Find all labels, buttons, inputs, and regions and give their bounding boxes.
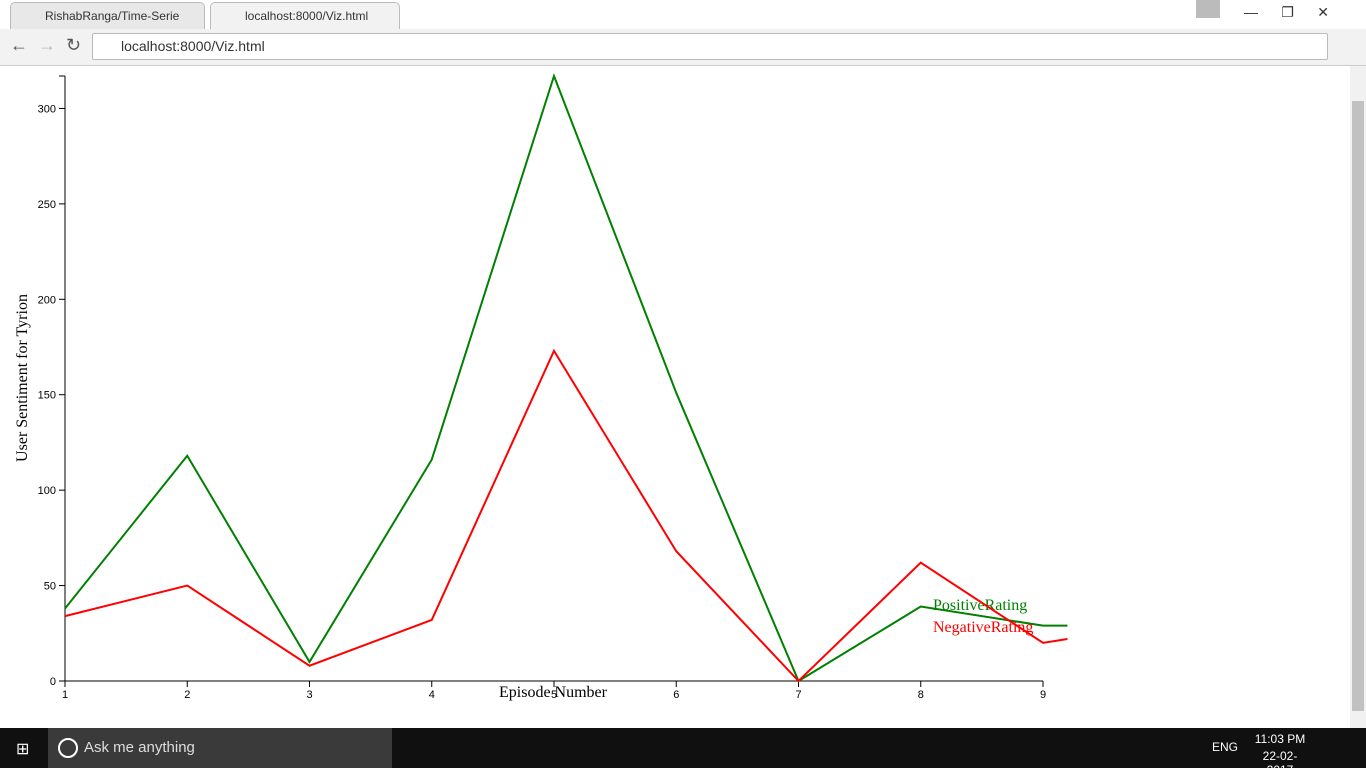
x-tick-label: 7 xyxy=(795,689,801,701)
cortana-icon xyxy=(58,738,78,758)
x-tick-label: 8 xyxy=(918,689,924,701)
y-tick-label: 150 xyxy=(38,390,56,402)
start-button[interactable]: ⊞ xyxy=(16,741,30,758)
y-tick-label: 100 xyxy=(38,485,56,497)
x-tick-label: 9 xyxy=(1040,689,1046,701)
search-placeholder: Ask me anything xyxy=(84,739,195,756)
taskbar: ⊞ Ask me anything ENG 11:03 PM 22-02-2017 xyxy=(0,728,1366,777)
scroll-thumb[interactable] xyxy=(1352,101,1364,711)
chart: Episode Number User Sentiment for Tyrion… xyxy=(14,72,1068,701)
y-tick-label: 250 xyxy=(38,199,56,211)
y-tick-label: 50 xyxy=(44,581,56,593)
nav-buttons[interactable]: ← → ↻ xyxy=(10,35,82,55)
y-axis-label: User Sentiment for Tyrion xyxy=(14,294,31,462)
date: 22-02-2017 xyxy=(1262,749,1298,777)
x-tick-label: 3 xyxy=(306,689,312,701)
line-series xyxy=(64,348,1068,683)
y-tick-label: 300 xyxy=(38,103,56,115)
x-tick-label: 4 xyxy=(429,689,435,701)
tab-bar: RishabRanga/Time-Serie localhost:8000/Vi… xyxy=(0,0,1366,29)
line-series xyxy=(64,72,1068,683)
url: localhost:8000/Viz.html xyxy=(121,38,265,54)
y-tick-label: 200 xyxy=(38,294,56,306)
language[interactable]: ENG xyxy=(1212,740,1239,754)
tab-title: RishabRanga/Time-Serie xyxy=(45,9,180,23)
search-box[interactable]: Ask me anything xyxy=(48,728,392,768)
legend-label: PositiveRating xyxy=(933,597,1027,614)
tab[interactable]: localhost:8000/Viz.html xyxy=(210,2,400,29)
window-controls[interactable]: — ❐ ✕ xyxy=(1244,4,1329,20)
address-bar[interactable]: localhost:8000/Viz.html xyxy=(92,33,1328,60)
time: 11:03 PM xyxy=(1254,732,1306,746)
legend-label: NegativeRating xyxy=(933,619,1033,636)
x-axis-label: Episode Number xyxy=(499,684,608,701)
clock[interactable]: 11:03 PM 22-02-2017 xyxy=(1250,732,1310,777)
x-tick-label: 5 xyxy=(551,689,557,701)
tab-title: localhost:8000/Viz.html xyxy=(245,9,369,23)
profile-icon[interactable] xyxy=(1196,0,1220,18)
x-tick-label: 6 xyxy=(673,689,679,701)
x-tick-label: 1 xyxy=(62,689,68,701)
y-tick-label: 0 xyxy=(50,676,56,688)
x-tick-label: 2 xyxy=(184,689,190,701)
tab[interactable]: RishabRanga/Time-Serie xyxy=(10,2,205,29)
